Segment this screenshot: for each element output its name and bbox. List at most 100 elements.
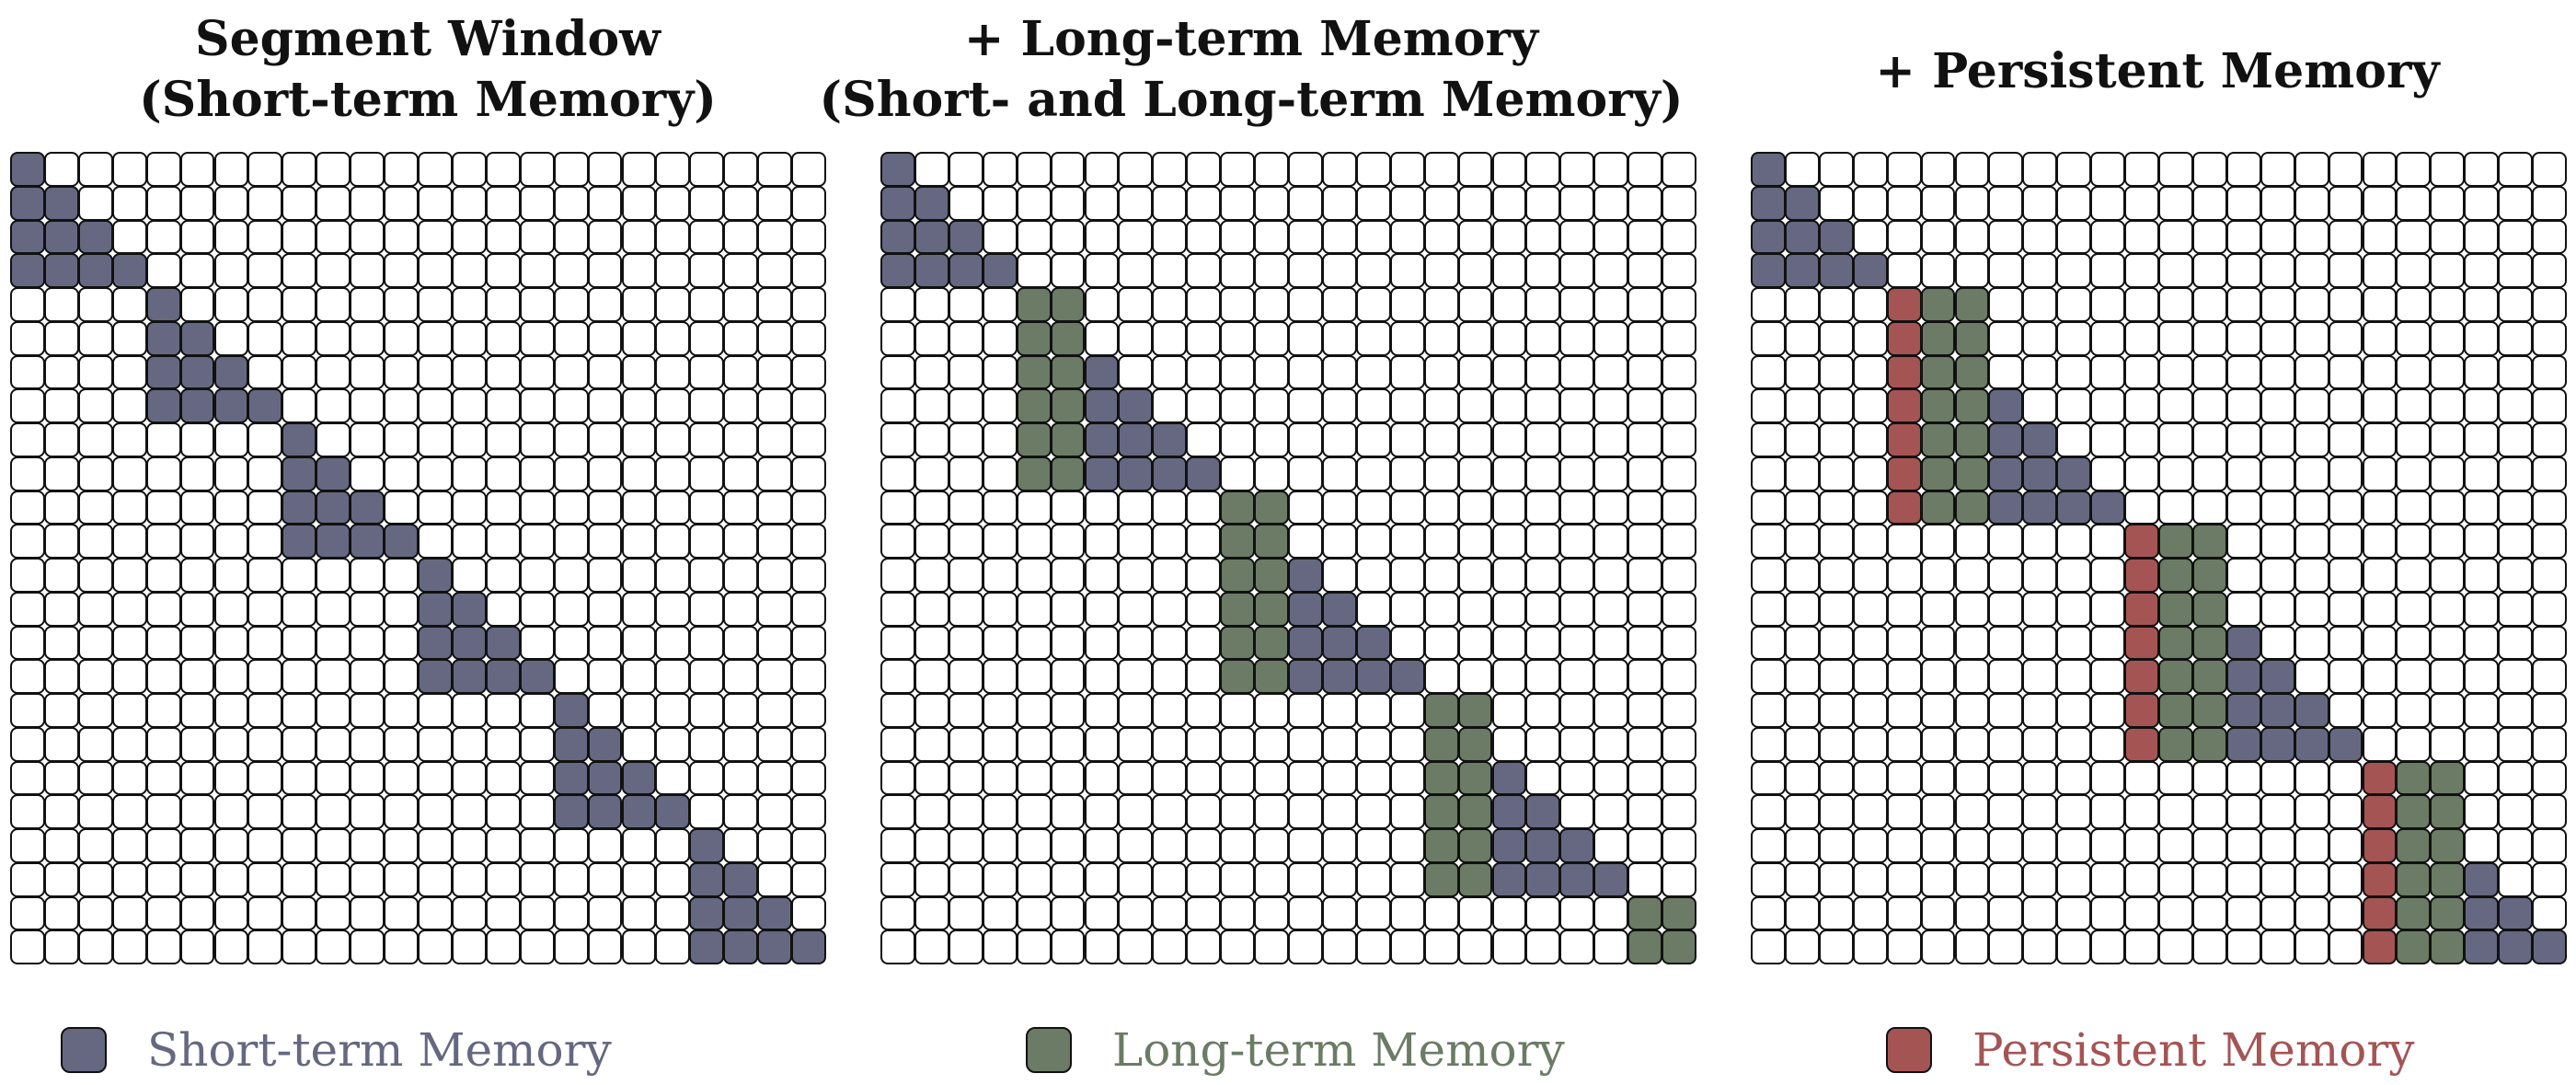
mask-cell: [2328, 185, 2363, 221]
mask-cell: [1288, 524, 1323, 559]
mask-cell-long-term: [1920, 490, 1956, 525]
mask-cell: [77, 929, 113, 964]
mask-cell: [880, 287, 915, 322]
mask-cell: [689, 185, 725, 221]
mask-cell-persistent: [1886, 490, 1922, 525]
mask-cell-short-term: [914, 219, 949, 255]
mask-cell: [247, 524, 283, 559]
mask-cell: [982, 456, 1018, 491]
mask-cell: [179, 929, 215, 964]
mask-cell: [2328, 625, 2363, 661]
mask-cell: [723, 388, 759, 423]
mask-cell: [111, 659, 147, 694]
mask-cell: [2022, 219, 2058, 255]
mask-cell: [1988, 219, 2024, 255]
mask-cell: [1186, 152, 1222, 187]
mask-cell: [1254, 253, 1289, 288]
mask-cell: [316, 929, 351, 964]
mask-cell: [213, 152, 249, 187]
mask-cell: [2464, 524, 2500, 559]
mask-cell: [1321, 388, 1357, 423]
mask-cell: [1152, 253, 1188, 288]
mask-cell: [1886, 659, 1922, 694]
mask-cell: [948, 625, 983, 661]
mask-cell-short-term: [948, 253, 983, 288]
mask-cell: [1988, 726, 2024, 762]
mask-cell-short-term: [1152, 456, 1188, 491]
mask-cell: [1491, 524, 1527, 559]
mask-cell: [757, 152, 793, 187]
mask-cell: [1457, 422, 1493, 457]
mask-cell: [1491, 219, 1527, 255]
mask-cell: [2191, 287, 2227, 322]
mask-cell: [1321, 253, 1357, 288]
mask-cell-short-term: [723, 861, 759, 897]
mask-cell: [2260, 625, 2295, 661]
mask-cell-persistent: [2362, 895, 2398, 931]
mask-cell-short-term: [485, 659, 521, 694]
mask-cell: [982, 524, 1018, 559]
mask-cell: [1457, 287, 1493, 322]
mask-cell: [2056, 591, 2092, 627]
mask-cell: [2191, 320, 2227, 356]
mask-cell-short-term: [1784, 219, 1820, 255]
mask-cell: [1254, 287, 1289, 322]
mask-cell: [2294, 524, 2329, 559]
mask-cell: [2396, 625, 2432, 661]
mask-cell: [948, 388, 983, 423]
mask-cell: [2328, 659, 2363, 694]
mask-cell: [1288, 219, 1323, 255]
mask-cell: [2498, 591, 2534, 627]
mask-cell-long-term: [2396, 794, 2432, 829]
mask-cell: [10, 659, 45, 694]
mask-cell: [485, 760, 521, 796]
mask-cell-long-term: [2396, 929, 2432, 964]
mask-cell: [1355, 422, 1391, 457]
mask-cell: [791, 591, 826, 627]
mask-cell: [247, 320, 283, 356]
mask-cell: [350, 693, 385, 728]
mask-cell-short-term: [689, 828, 725, 863]
mask-cell-long-term: [1050, 422, 1086, 457]
mask-cell-long-term: [1920, 422, 1956, 457]
mask-cell: [2191, 354, 2227, 390]
mask-cell: [1355, 828, 1391, 863]
mask-cell: [2225, 558, 2261, 593]
mask-cell: [1220, 354, 1256, 390]
mask-cell: [1254, 693, 1289, 728]
mask-cell: [451, 253, 487, 288]
mask-cell: [982, 828, 1018, 863]
mask-cell: [316, 287, 351, 322]
mask-cell-long-term: [1627, 895, 1663, 931]
mask-cell-persistent: [2124, 558, 2159, 593]
mask-cell-short-term: [1288, 558, 1323, 593]
mask-cell-long-term: [2430, 828, 2466, 863]
mask-cell-long-term: [1423, 760, 1459, 796]
mask-cell-short-term: [914, 253, 949, 288]
mask-cell: [247, 354, 283, 390]
mask-cell: [791, 490, 826, 525]
mask-cell-short-term: [1988, 456, 2024, 491]
mask-cell: [621, 895, 657, 931]
mask-cell: [2430, 625, 2466, 661]
mask-cell: [384, 861, 419, 897]
mask-cell: [43, 558, 79, 593]
mask-cell: [43, 760, 79, 796]
mask-cell: [1662, 388, 1696, 423]
mask-cell: [316, 422, 351, 457]
mask-cell: [553, 524, 589, 559]
mask-cell: [43, 388, 79, 423]
mask-cell: [213, 760, 249, 796]
mask-cell: [1559, 219, 1595, 255]
mask-cell: [791, 726, 826, 762]
mask-cell: [1559, 320, 1595, 356]
mask-cell: [1662, 219, 1696, 255]
mask-cell: [485, 388, 521, 423]
mask-cell: [247, 693, 283, 728]
mask-cell-long-term: [1457, 828, 1493, 863]
mask-cell-long-term: [1050, 287, 1086, 322]
mask-cell: [247, 794, 283, 829]
mask-cell: [1525, 185, 1561, 221]
mask-cell: [179, 591, 215, 627]
mask-cell: [418, 456, 453, 491]
